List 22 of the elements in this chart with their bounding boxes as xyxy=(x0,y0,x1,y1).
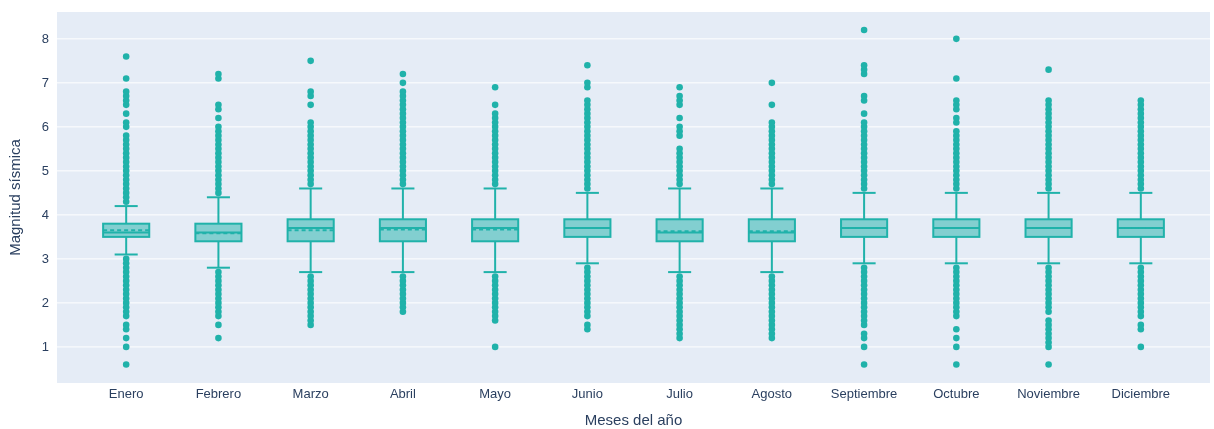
x-tick-label: Septiembre xyxy=(830,386,898,401)
x-tick-label: Agosto xyxy=(751,386,793,401)
x-tick-label: Junio xyxy=(571,386,603,401)
x-tick-label: Enero xyxy=(108,386,144,401)
y-tick-label: 2 xyxy=(41,295,49,311)
x-tick-label: Abril xyxy=(389,386,417,401)
x-tick-label: Marzo xyxy=(292,386,329,401)
y-tick-label: 7 xyxy=(41,75,49,91)
x-tick-label: Julio xyxy=(666,386,693,401)
x-tick-label: Febrero xyxy=(195,386,242,401)
y-tick-label: 4 xyxy=(41,207,49,223)
x-axis-title: Meses del año xyxy=(584,411,683,428)
x-tick-label: Diciembre xyxy=(1111,386,1171,401)
x-tick-label: Noviembre xyxy=(1017,386,1081,401)
y-axis-title: Magnitud sísmica xyxy=(6,138,23,256)
x-tick-label: Octubre xyxy=(933,386,980,401)
y-tick-label: 6 xyxy=(41,119,49,135)
y-tick-label: 8 xyxy=(41,31,49,47)
y-tick-label: 3 xyxy=(41,251,49,267)
y-tick-label: 5 xyxy=(41,163,49,179)
x-tick-label: Mayo xyxy=(479,386,512,401)
y-tick-label: 1 xyxy=(41,339,49,355)
